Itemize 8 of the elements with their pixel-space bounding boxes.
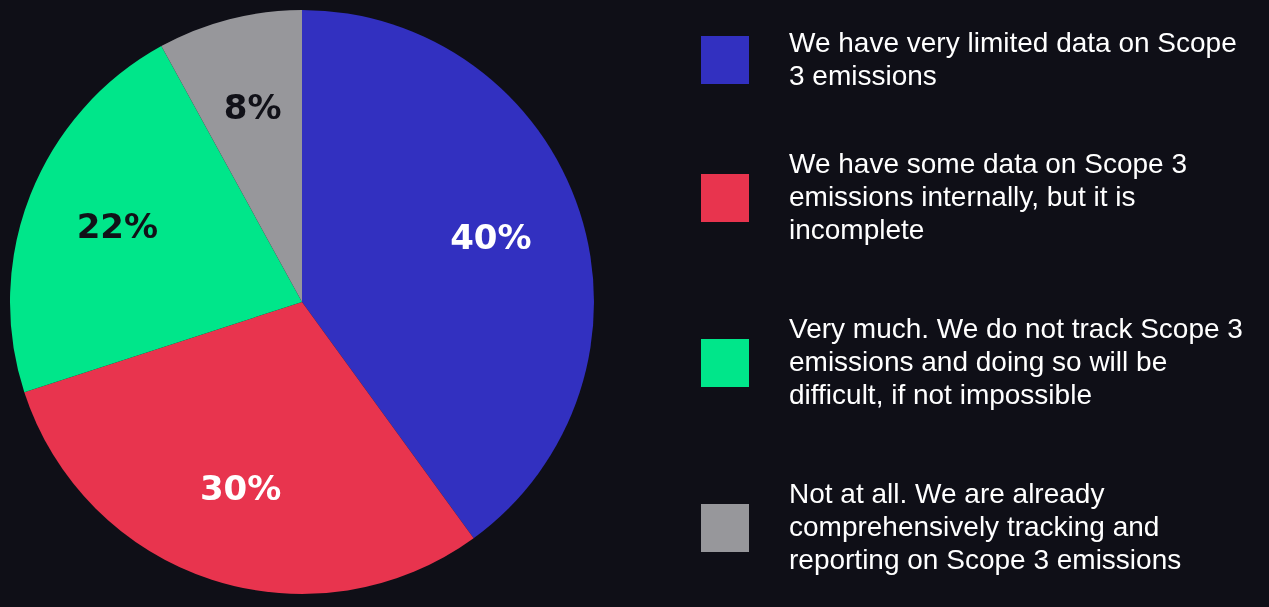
- legend-label: Very much. We do not track Scope 3 emissions and doing so will be difficult, if not impossible: [789, 313, 1243, 411]
- data-label: 30%: [199, 467, 282, 508]
- data-label: 8%: [223, 86, 282, 127]
- legend-label: We have very limited data on Scope 3 emissions: [789, 26, 1237, 91]
- legend-label: We have some data on Scope 3 emissions internally, but it is incomplete: [789, 148, 1187, 246]
- legend-label: Not at all. We are already comprehensively tracking and reporting on Scope 3 emissions: [789, 478, 1182, 576]
- data-label: 22%: [76, 205, 159, 246]
- data-label: 40%: [450, 217, 532, 258]
